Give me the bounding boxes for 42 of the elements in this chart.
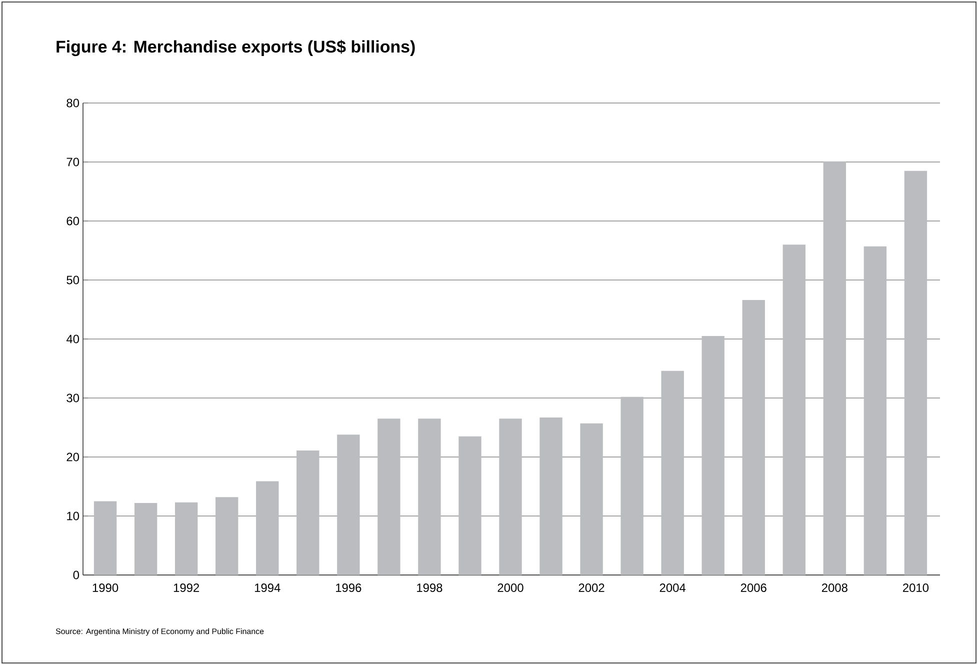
y-tick-label: 0 xyxy=(73,570,80,580)
bar xyxy=(823,161,846,575)
bar xyxy=(661,370,684,575)
bar xyxy=(418,418,441,575)
x-tick-label: 1994 xyxy=(254,584,280,592)
y-tick-label: 30 xyxy=(66,394,80,402)
x-tick-label: 2002 xyxy=(578,584,604,592)
bar xyxy=(864,246,887,575)
bar xyxy=(904,170,928,575)
y-tick-label: 50 xyxy=(66,276,80,284)
bar xyxy=(742,300,765,575)
x-tick-label: 2010 xyxy=(902,584,929,592)
bar xyxy=(94,501,117,575)
y-tick-label: 60 xyxy=(66,216,80,226)
bar xyxy=(580,423,603,575)
bar xyxy=(378,418,400,575)
bar xyxy=(337,434,360,575)
x-tick-label: 2008 xyxy=(822,584,848,592)
bar xyxy=(216,497,238,575)
bar xyxy=(540,417,562,575)
x-tick-label: 1996 xyxy=(336,584,362,592)
bar xyxy=(620,396,644,575)
x-tick-label: 1990 xyxy=(92,584,118,592)
y-tick-label: 20 xyxy=(66,452,80,462)
x-tick-label: 1992 xyxy=(174,584,200,592)
x-tick-label: 2004 xyxy=(660,584,686,592)
bar xyxy=(702,336,724,575)
y-tick-label: 10 xyxy=(67,512,80,520)
bar xyxy=(174,502,198,575)
x-tick-label: 2000 xyxy=(498,584,524,592)
bar xyxy=(458,436,482,575)
y-tick-label: 40 xyxy=(66,334,80,344)
bar xyxy=(499,418,522,575)
y-tick-label: 70 xyxy=(66,158,80,166)
x-tick-label: 1998 xyxy=(417,584,442,592)
y-tick-label: 80 xyxy=(66,98,80,108)
chart-title: Figure 4: Merchandise exports (US$ billions) xyxy=(56,40,415,56)
bar xyxy=(296,450,320,575)
bar xyxy=(256,481,279,575)
bar xyxy=(782,244,806,575)
bar xyxy=(134,503,158,575)
x-tick-label: 2006 xyxy=(740,584,766,592)
